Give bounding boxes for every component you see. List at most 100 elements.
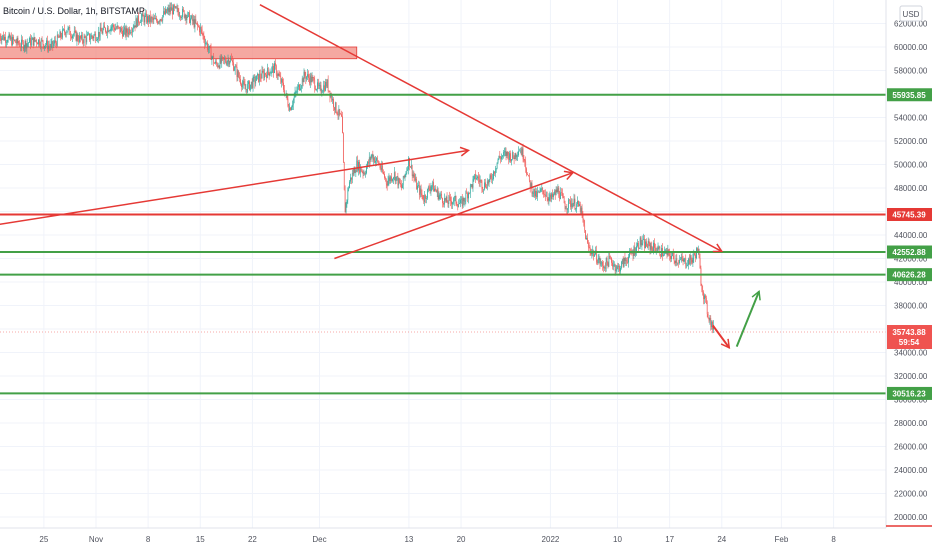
x-tick-label: 22	[248, 535, 257, 544]
candle-body	[74, 31, 75, 35]
candle-body	[675, 261, 676, 263]
candle-body	[439, 196, 440, 200]
candle-body	[8, 37, 9, 42]
x-tick-label: 15	[196, 535, 205, 544]
candle-body	[358, 162, 359, 171]
candle-body	[132, 29, 133, 33]
candle-body	[28, 43, 29, 44]
y-tick-label: 52000.00	[894, 137, 928, 146]
candle-body	[585, 230, 586, 239]
candle-body	[168, 8, 169, 10]
candle-body	[267, 68, 268, 78]
candle-body	[600, 258, 601, 264]
candle-body	[92, 36, 93, 37]
candle-body	[271, 72, 272, 73]
candle-body	[257, 74, 258, 76]
candle-body	[131, 32, 132, 33]
candle-body	[398, 176, 399, 185]
candle-body	[604, 267, 605, 268]
candle-body	[400, 183, 401, 184]
candle-body	[162, 20, 163, 21]
candle-body	[98, 32, 99, 39]
candle-body	[118, 26, 119, 27]
candle-body	[283, 83, 284, 90]
candle-body	[364, 173, 365, 174]
y-tick-label: 20000.00	[894, 513, 928, 522]
candle-body	[689, 259, 690, 264]
candle-body	[634, 247, 635, 254]
candle-body	[457, 204, 458, 206]
candle-body	[461, 199, 462, 200]
candle-body	[474, 174, 475, 176]
candle-body	[554, 191, 555, 194]
candle-body	[78, 40, 79, 42]
candle-body	[167, 11, 168, 13]
candle-body	[347, 190, 348, 200]
candle-body	[505, 151, 506, 152]
candle-body	[55, 40, 56, 42]
candle-body	[197, 23, 198, 26]
candle-body	[156, 18, 157, 21]
candle-body	[51, 44, 52, 48]
candle-body	[614, 264, 615, 265]
candle-body	[475, 174, 476, 179]
candle-body	[641, 237, 642, 244]
candle-body	[174, 5, 175, 7]
candle-body	[382, 166, 383, 172]
candle-body	[194, 19, 195, 27]
candle-body	[700, 258, 701, 268]
candle-body	[590, 247, 591, 251]
candle-body	[47, 40, 48, 49]
candle-body	[207, 43, 208, 50]
y-tick-label: 44000.00	[894, 231, 928, 240]
candle-body	[275, 63, 276, 65]
candle-body	[186, 15, 187, 20]
candle-body	[526, 168, 527, 174]
candle-body	[483, 189, 484, 190]
candle-body	[583, 215, 584, 219]
candle-body	[467, 193, 468, 198]
currency-button[interactable]: USD	[900, 6, 922, 21]
candle-body	[21, 40, 22, 47]
candle-body	[416, 179, 417, 189]
horizontal-levels-layer	[0, 95, 886, 394]
candle-body	[632, 253, 633, 254]
candle-body	[69, 27, 70, 28]
candle-body	[486, 187, 487, 188]
candle-body	[260, 74, 261, 78]
candle-body	[494, 171, 495, 173]
candle-body	[217, 64, 218, 67]
candle-body	[13, 37, 14, 40]
candle-body	[112, 25, 113, 27]
candle-body	[228, 59, 229, 61]
candle-body	[301, 86, 302, 88]
candle-body	[616, 269, 617, 270]
candle-body	[164, 11, 165, 14]
candle-body	[388, 181, 389, 186]
candle-body	[499, 156, 500, 158]
candle-body	[685, 259, 686, 266]
candle-body	[178, 8, 179, 12]
candle-body	[111, 27, 112, 31]
candle-body	[3, 35, 4, 40]
candle-body	[195, 19, 196, 27]
candle-body	[60, 32, 61, 38]
candle-body	[169, 8, 170, 12]
candle-body	[559, 196, 560, 199]
candle-body	[470, 185, 471, 193]
candle-body	[527, 174, 528, 175]
candle-body	[430, 189, 431, 190]
candle-body	[86, 38, 87, 43]
x-tick-label: 10	[613, 535, 622, 544]
candle-body	[205, 43, 206, 44]
candle-body	[574, 199, 575, 204]
candle-body	[415, 179, 416, 180]
candle-body	[160, 19, 161, 22]
candle-body	[253, 77, 254, 88]
candle-body	[85, 36, 86, 37]
candle-body	[291, 107, 292, 110]
candle-body	[415, 177, 416, 180]
currency-label[interactable]: USD	[903, 10, 920, 19]
